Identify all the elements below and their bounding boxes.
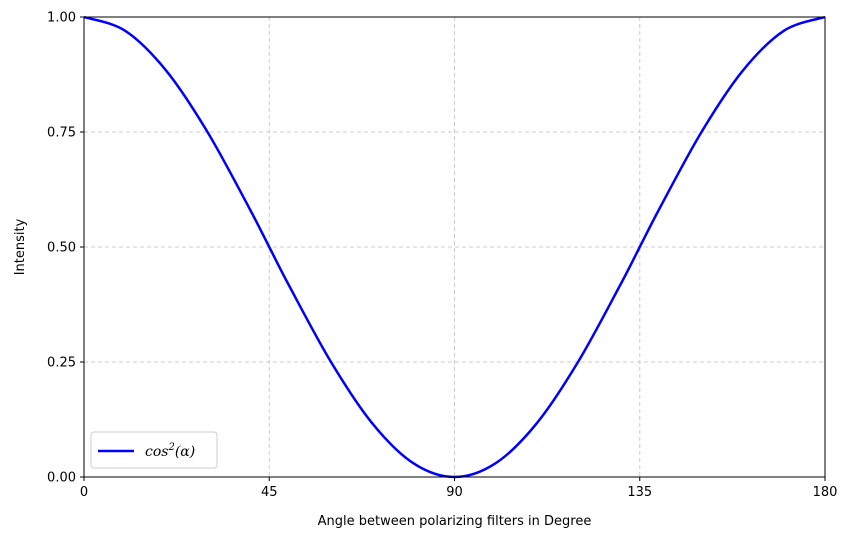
- x-tick-label: 135: [627, 485, 652, 500]
- grid: [84, 17, 825, 477]
- series-line-0: [83, 15, 826, 479]
- y-tick-label: 0.75: [47, 126, 76, 141]
- y-tick-label: 0.50: [47, 241, 76, 256]
- x-tick-label: 180: [813, 485, 838, 500]
- legend-label-sup: 2: [167, 442, 174, 453]
- legend-label-base: cos: [145, 444, 168, 460]
- x-tick-label: 90: [446, 485, 463, 500]
- x-tick-label: 0: [80, 485, 88, 500]
- legend-label: cos2(α): [145, 442, 195, 460]
- x-tick-label: 45: [261, 485, 278, 500]
- y-tick-label: 1.00: [47, 11, 76, 26]
- y-tick-label: 0.00: [47, 471, 76, 486]
- plot-frame: [83, 16, 826, 478]
- legend: cos2(α): [90, 431, 218, 469]
- legend-label-arg: (α): [175, 444, 195, 460]
- y-axis-label: Intensity: [13, 218, 28, 275]
- ticks: 0 45 90 135 180 0.00 0.25 0.50 0.75 1.00: [47, 11, 837, 501]
- series-layer: [83, 15, 826, 479]
- x-axis-label: Angle between polarizing filters in Degr…: [318, 514, 592, 529]
- legend-box: [90, 431, 218, 469]
- y-tick-label: 0.25: [47, 356, 76, 371]
